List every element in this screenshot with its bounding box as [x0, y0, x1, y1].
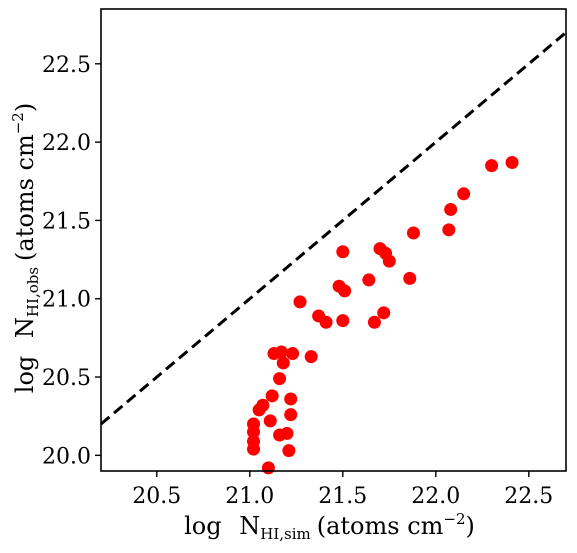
plot-area	[100, 31, 567, 426]
data-point	[261, 461, 275, 475]
data-point	[485, 159, 499, 173]
data-point	[338, 284, 352, 298]
data-point	[265, 389, 279, 403]
data-point	[336, 245, 350, 259]
data-point	[256, 398, 270, 412]
x-axis-label-close: )	[466, 512, 475, 540]
data-point	[362, 273, 376, 287]
x-axis-label-symbol: N	[239, 512, 260, 540]
data-point	[273, 372, 287, 386]
plot-frame	[100, 8, 567, 472]
y-axis-label-subscript: HI,obs	[24, 267, 42, 317]
x-axis-ticks: 20.5 21.0 21.5 22.0 22.5	[132, 471, 553, 509]
one-to-one-reference-line	[100, 31, 567, 426]
y-tick-label: 20.0	[42, 444, 91, 469]
y-tick-label: 22.0	[42, 131, 91, 156]
data-point	[286, 347, 300, 361]
data-points	[247, 155, 519, 475]
x-tick-label: 21.5	[318, 484, 367, 509]
x-axis-label-log: log	[184, 512, 222, 540]
x-axis-label-exponent: −2	[443, 510, 465, 528]
data-point	[377, 306, 391, 320]
data-point	[276, 356, 290, 370]
data-point	[263, 414, 277, 428]
x-tick-label: 22.5	[504, 484, 553, 509]
x-axis-label: log NHI,sim (atoms cm−2)	[184, 510, 475, 543]
data-point	[406, 226, 420, 240]
y-axis-label-symbol: N	[11, 317, 39, 338]
y-axis-label-log: log	[11, 356, 39, 394]
y-axis-ticks: 20.0 20.5 21.0 21.5 22.0 22.5	[42, 53, 101, 469]
data-point	[319, 315, 333, 329]
x-tick-label: 22.0	[411, 484, 460, 509]
data-point	[367, 315, 381, 329]
data-point	[247, 442, 261, 456]
y-axis-label-close: )	[11, 103, 39, 112]
y-axis-label-exponent: −2	[9, 112, 27, 134]
y-tick-label: 21.5	[42, 209, 91, 234]
data-point	[293, 295, 307, 309]
x-axis-label-subscript: HI,sim	[260, 525, 311, 543]
data-point	[284, 408, 298, 422]
y-tick-label: 20.5	[42, 366, 91, 391]
x-tick-label: 21.0	[225, 484, 274, 509]
data-point	[336, 314, 350, 328]
data-point	[505, 155, 519, 169]
data-point	[457, 187, 471, 201]
data-point	[442, 223, 456, 237]
x-tick-label: 20.5	[132, 484, 181, 509]
x-axis-label-units: (atoms cm	[317, 512, 444, 540]
data-point	[304, 350, 318, 364]
data-point	[444, 202, 458, 216]
y-tick-label: 21.0	[42, 288, 91, 313]
data-point	[247, 425, 261, 439]
y-axis-label: log NHI,obs (atoms cm−2)	[9, 103, 42, 393]
data-point	[403, 271, 417, 285]
y-axis-label-units: (atoms cm	[11, 134, 39, 261]
data-point	[382, 254, 396, 268]
y-tick-label: 22.5	[42, 53, 91, 78]
data-point	[274, 345, 288, 359]
data-point	[284, 392, 298, 406]
data-point	[282, 444, 296, 458]
data-point	[280, 426, 294, 440]
